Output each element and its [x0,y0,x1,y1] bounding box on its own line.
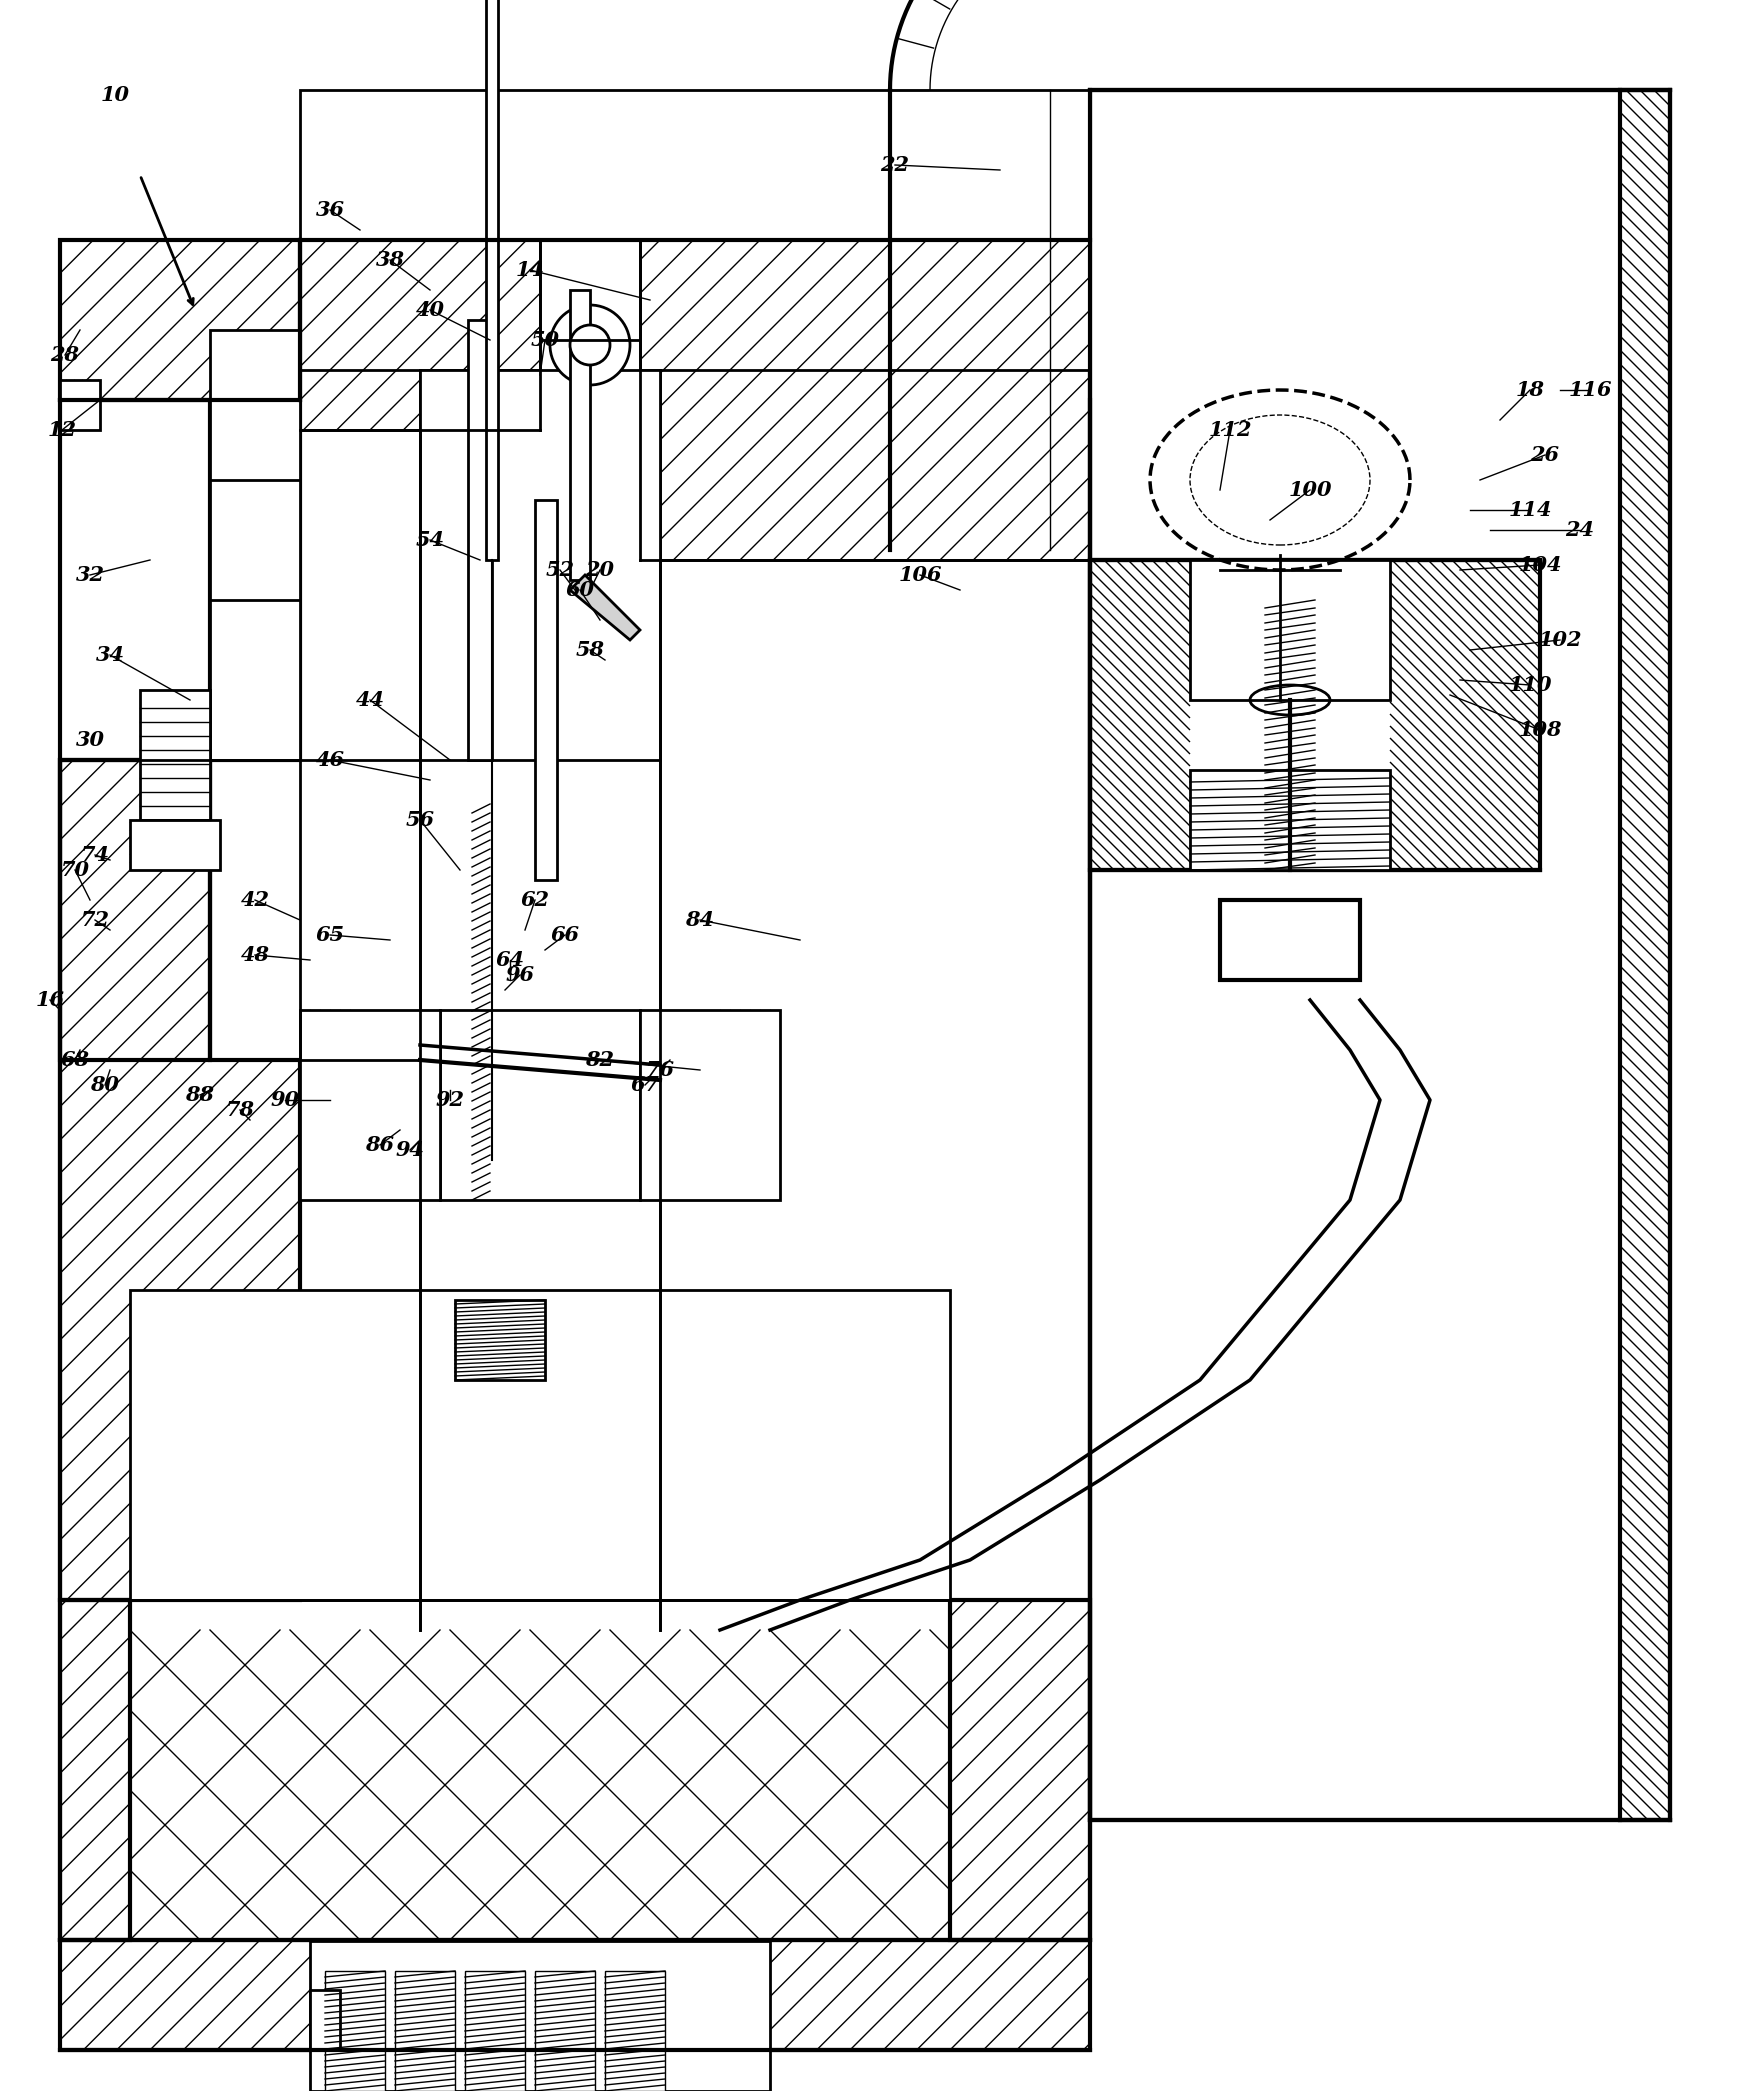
Bar [1091,90,1670,1819]
Bar [1190,560,1391,700]
Text: 78: 78 [225,1100,255,1121]
Text: 38: 38 [375,251,405,270]
Text: 90: 90 [270,1089,300,1110]
Bar [487,0,497,560]
Text: 64: 64 [496,949,525,970]
Bar [311,1991,340,2049]
Bar [300,90,1091,370]
Text: 67: 67 [630,1075,660,1096]
Text: 20: 20 [586,560,614,579]
Text: 24: 24 [1565,521,1595,539]
Text: 74: 74 [80,845,110,866]
Bar [129,820,220,870]
Text: 46: 46 [316,751,344,769]
Text: 62: 62 [520,891,550,910]
Circle shape [571,324,611,366]
Bar [421,370,660,759]
Bar [209,330,300,759]
Text: 110: 110 [1508,675,1551,694]
Text: 14: 14 [515,259,544,280]
Bar [440,1010,640,1200]
Text: 68: 68 [61,1050,89,1071]
Text: 42: 42 [241,891,269,910]
Text: 10: 10 [101,86,129,105]
Bar [59,381,99,431]
Text: 104: 104 [1518,554,1562,575]
Text: 106: 106 [899,565,942,585]
Text: 100: 100 [1288,481,1331,500]
Bar [59,759,209,1060]
Bar [1190,769,1391,870]
Text: 86: 86 [365,1135,394,1154]
Text: 70: 70 [61,859,89,880]
Bar [394,1972,455,2091]
Bar [300,1010,440,1200]
Text: 12: 12 [47,420,77,439]
Text: 112: 112 [1208,420,1251,439]
Text: 28: 28 [51,345,80,366]
Text: 60: 60 [565,579,595,600]
Bar [640,1010,780,1200]
Text: 72: 72 [80,910,110,930]
Text: 50: 50 [530,330,560,349]
Text: 26: 26 [1530,445,1560,464]
Text: 102: 102 [1539,629,1581,650]
Bar [606,1972,665,2091]
Bar [1220,899,1359,981]
Bar [325,1972,386,2091]
Text: 84: 84 [686,910,714,930]
Bar [468,320,492,759]
Text: 96: 96 [506,966,534,985]
Text: 18: 18 [1515,381,1544,399]
Text: 22: 22 [881,155,909,176]
Text: 80: 80 [91,1075,119,1096]
Bar [1091,560,1541,870]
Bar [464,1972,525,2091]
Text: 32: 32 [75,565,105,585]
Text: 58: 58 [576,640,604,661]
Bar [536,500,557,880]
Text: 30: 30 [75,730,105,751]
Text: 16: 16 [35,989,65,1010]
Circle shape [550,305,630,385]
Text: 52: 52 [546,560,574,579]
Bar [539,240,640,431]
Text: 34: 34 [96,644,124,665]
Text: 88: 88 [185,1085,215,1104]
Text: 76: 76 [646,1060,675,1079]
Text: 48: 48 [241,945,269,966]
Bar [140,690,209,820]
Bar [129,1290,949,1600]
Text: 66: 66 [550,924,579,945]
Polygon shape [571,575,640,640]
Text: 54: 54 [415,529,445,550]
Text: 114: 114 [1508,500,1551,521]
Text: 116: 116 [1569,381,1612,399]
Bar [209,481,300,600]
Text: 82: 82 [586,1050,614,1071]
Text: 108: 108 [1518,719,1562,740]
Text: 40: 40 [415,299,445,320]
Text: 94: 94 [396,1140,424,1161]
Bar [571,291,590,579]
Bar [455,1301,544,1380]
Bar [536,1972,595,2091]
Text: 56: 56 [405,809,435,830]
Text: 65: 65 [316,924,344,945]
Text: 92: 92 [436,1089,464,1110]
Text: 44: 44 [356,690,384,711]
Bar [311,1940,770,2091]
Text: 36: 36 [316,201,344,220]
